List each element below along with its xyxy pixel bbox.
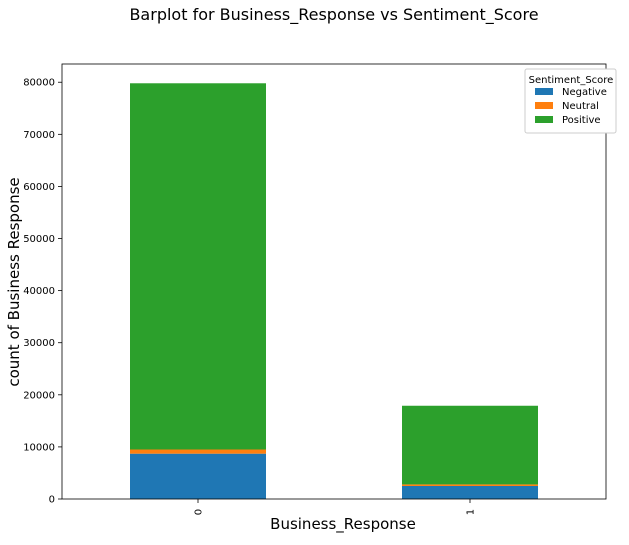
bar-segment-negative-1 [402, 485, 538, 499]
legend-label-neutral: Neutral [562, 101, 599, 112]
y-tick-label: 20000 [23, 390, 55, 401]
chart-title: Barplot for Business_Response vs Sentime… [129, 5, 538, 25]
x-tick-label: 0 [194, 509, 205, 515]
legend-swatch-negative [535, 88, 553, 95]
bars-layer [130, 83, 538, 499]
bar-segment-neutral-1 [402, 484, 538, 486]
y-tick-label: 10000 [23, 442, 55, 453]
legend-label-negative: Negative [562, 87, 607, 98]
y-axis-label: count of Business Response [5, 177, 23, 386]
y-tick-label: 0 [49, 495, 55, 506]
bar-segment-positive-0 [130, 83, 266, 450]
bar-segment-negative-0 [130, 453, 266, 499]
y-tick-label: 80000 [23, 78, 55, 89]
bar-segment-neutral-0 [130, 449, 266, 454]
plot-frame [61, 63, 607, 500]
y-tick-label: 50000 [23, 234, 55, 245]
legend-title: Sentiment_Score [529, 75, 614, 86]
x-axis-label: Business_Response [270, 515, 416, 534]
legend-swatch-positive [535, 116, 553, 123]
x-tick-label: 1 [466, 509, 477, 515]
bar-segment-positive-1 [402, 405, 538, 485]
y-tick-label: 70000 [23, 130, 55, 141]
y-tick-label: 30000 [23, 338, 55, 349]
y-tick-label: 40000 [23, 286, 55, 297]
legend-label-positive: Positive [562, 115, 601, 126]
legend: Sentiment_Score Negative Neutral Positive [524, 68, 617, 134]
y-axis: 0 10000 20000 30000 40000 50000 60000 70000 8000… [23, 78, 62, 506]
y-tick-label: 60000 [23, 182, 55, 193]
legend-swatch-neutral [535, 102, 553, 109]
